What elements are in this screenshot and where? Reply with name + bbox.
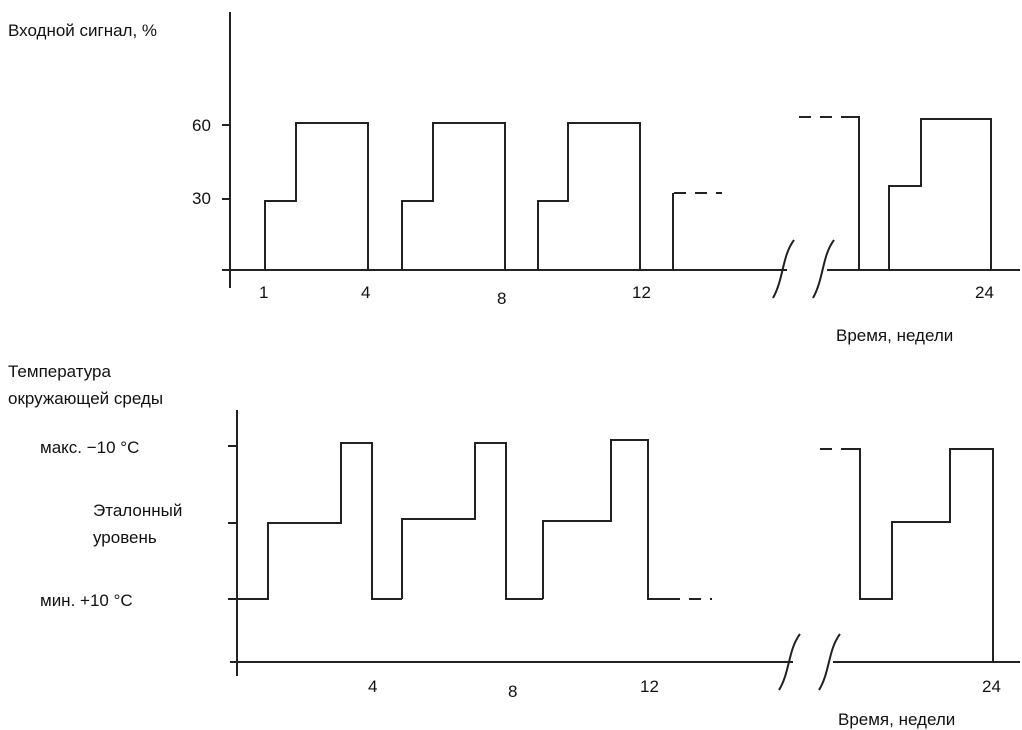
bottom-y-axis-label-line2: окружающей среды [8,389,163,408]
bottom-x-tick-4: 4 [368,677,377,696]
bottom-y-tick-min: мин. +10 °C [40,591,133,610]
bottom-axis-break-right [818,633,841,691]
bottom-x-tick-8: 8 [508,682,517,701]
top-x-tick-1: 1 [259,283,268,302]
bottom-series-resume [843,448,994,662]
top-series-cycle-3 [537,122,641,270]
top-series-cycle-last [888,118,992,270]
top-chart: Входной сигнал, % 60 30 1 4 8 12 24 Врем… [8,12,1020,345]
top-x-tick-8: 8 [497,289,506,308]
top-x-tick-12: 12 [632,283,651,302]
bottom-y-tick-max: макс. −10 °C [40,438,139,457]
bottom-x-axis-label: Время, недели [838,710,955,729]
top-x-tick-24: 24 [975,283,994,302]
top-x-tick-4: 4 [361,283,370,302]
top-series-cycle-1 [264,122,369,270]
top-axis-break-right [812,239,835,299]
top-series-cycle-2 [401,122,506,270]
top-x-axis-label: Время, недели [836,326,953,345]
bottom-series-cycle-2 [401,442,543,600]
bottom-y-tick-reference-line1: Эталонный [93,501,182,520]
bottom-y-axis-label-line1: Температура [8,362,112,381]
top-axis-break-left [772,239,795,299]
bottom-chart: Температура окружающей среды макс. −10 °… [8,362,1020,729]
top-y-tick-60: 60 [192,116,211,135]
bottom-x-tick-24: 24 [982,677,1001,696]
bottom-x-tick-12: 12 [640,677,659,696]
bottom-series-cycle-3 [542,439,668,600]
bottom-axis-break-left [778,633,801,691]
top-series-resume [842,116,860,270]
top-y-tick-30: 30 [192,189,211,208]
bottom-y-tick-reference-line2: уровень [93,528,157,547]
bottom-series-cycle-1 [237,442,402,600]
top-y-axis-label: Входной сигнал, % [8,21,157,40]
